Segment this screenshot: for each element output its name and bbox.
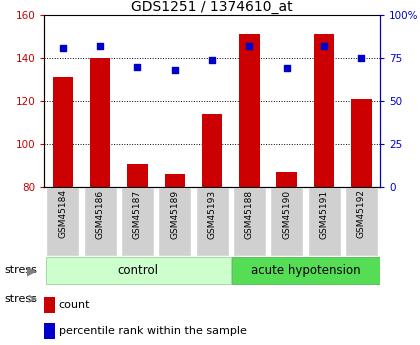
Text: stress: stress — [4, 266, 37, 275]
Text: GSM45186: GSM45186 — [96, 189, 105, 238]
Bar — [276, 172, 297, 187]
Text: GSM45189: GSM45189 — [170, 189, 179, 238]
Bar — [46, 257, 231, 284]
Point — [246, 43, 253, 49]
Bar — [351, 99, 372, 187]
Bar — [44, 323, 55, 339]
Bar — [202, 114, 222, 187]
Point — [171, 67, 178, 73]
Point — [358, 55, 365, 61]
Bar — [121, 187, 154, 256]
Bar — [46, 187, 79, 256]
Bar — [90, 58, 110, 187]
Bar — [314, 34, 334, 187]
Text: acute hypotension: acute hypotension — [251, 264, 360, 277]
Bar — [84, 187, 116, 256]
Text: GSM45188: GSM45188 — [245, 189, 254, 238]
Bar — [158, 187, 191, 256]
Bar — [44, 297, 55, 313]
Text: control: control — [117, 264, 158, 277]
Point — [134, 64, 141, 69]
Text: GSM45187: GSM45187 — [133, 189, 142, 238]
Bar — [270, 187, 303, 256]
Point — [97, 43, 103, 49]
Text: percentile rank within the sample: percentile rank within the sample — [59, 326, 247, 336]
Text: GSM45190: GSM45190 — [282, 189, 291, 238]
Text: GSM45184: GSM45184 — [58, 189, 67, 238]
Point — [321, 43, 328, 49]
Bar — [52, 77, 73, 187]
Point — [209, 57, 215, 62]
Text: GSM45192: GSM45192 — [357, 189, 366, 238]
Point — [59, 45, 66, 50]
Bar — [233, 187, 266, 256]
Text: GSM45193: GSM45193 — [207, 189, 217, 238]
Point — [284, 66, 290, 71]
Text: stress: stress — [4, 294, 37, 304]
Bar — [232, 257, 380, 284]
Text: count: count — [59, 300, 90, 310]
Bar — [165, 175, 185, 187]
Title: GDS1251 / 1374610_at: GDS1251 / 1374610_at — [131, 0, 293, 14]
Bar — [308, 187, 341, 256]
Text: GSM45191: GSM45191 — [320, 189, 328, 238]
Bar — [239, 34, 260, 187]
Text: ▶: ▶ — [27, 264, 36, 277]
Bar — [127, 164, 148, 187]
Bar — [345, 187, 378, 256]
Bar — [196, 187, 228, 256]
